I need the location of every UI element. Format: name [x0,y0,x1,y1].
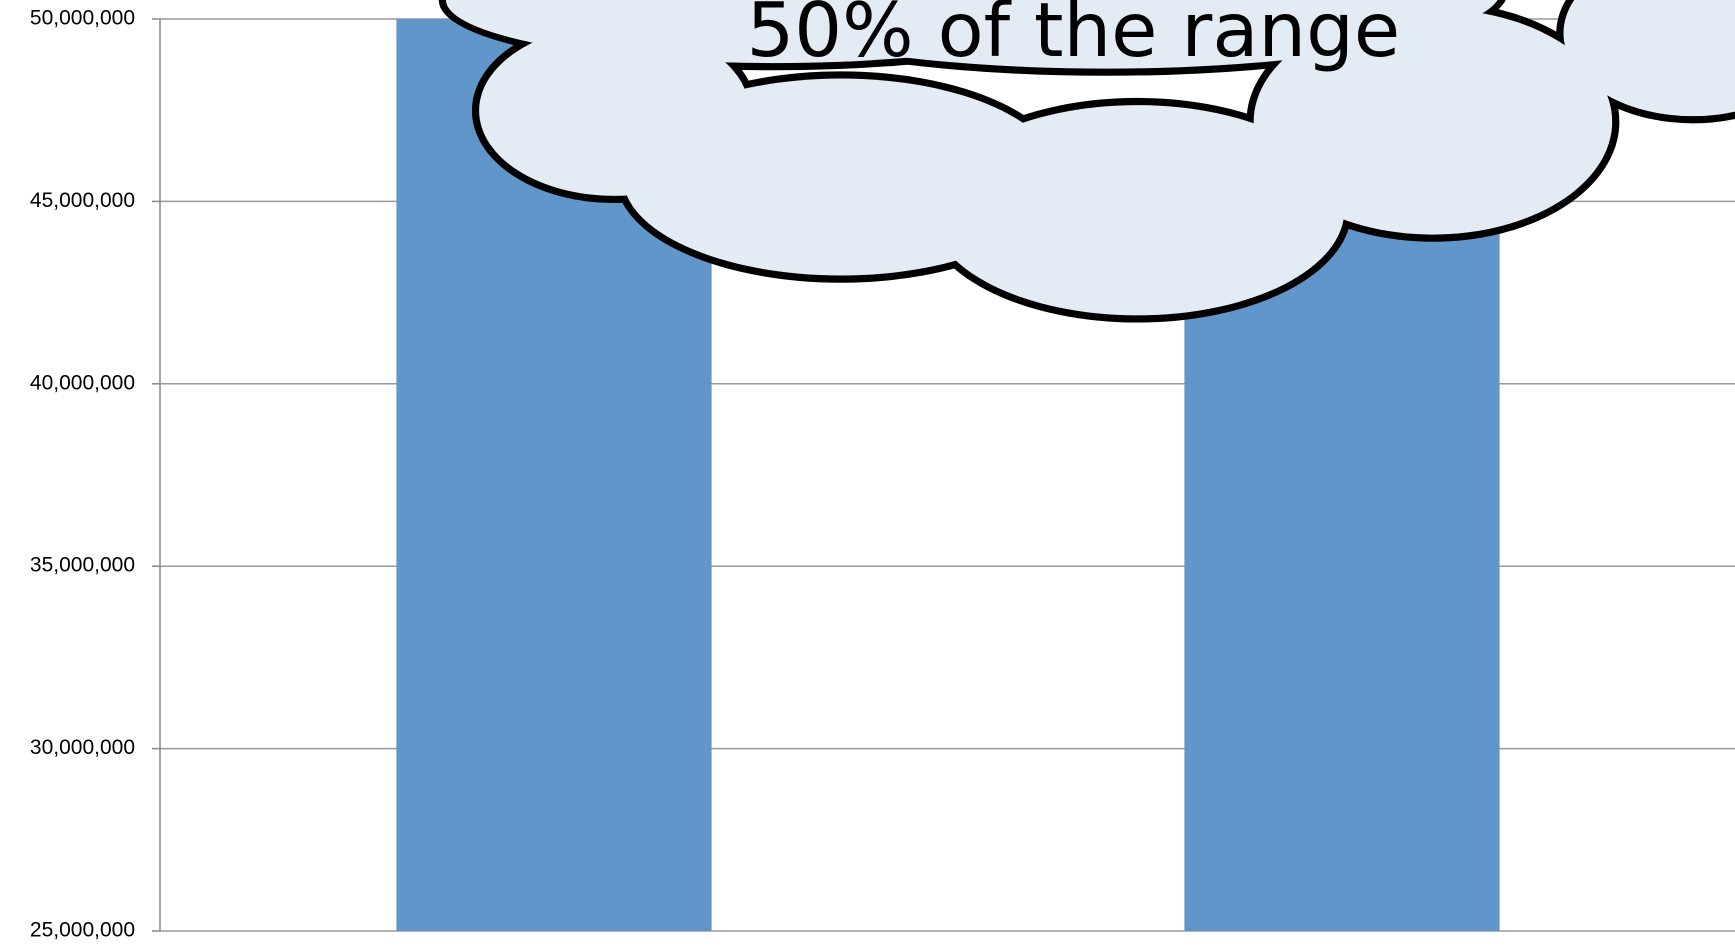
y-tick-label: 25,000,000 [30,919,135,942]
cloud-callout: 50% of the range [438,0,1735,323]
y-tick-label: 40,000,000 [30,371,135,394]
y-tick-label: 35,000,000 [30,554,135,577]
annotation: 50% of the range [746,0,1400,74]
y-tick-label: 30,000,000 [30,736,135,759]
y-tick-label: 45,000,000 [30,189,135,212]
y-tick-label: 50,000,000 [30,7,135,30]
